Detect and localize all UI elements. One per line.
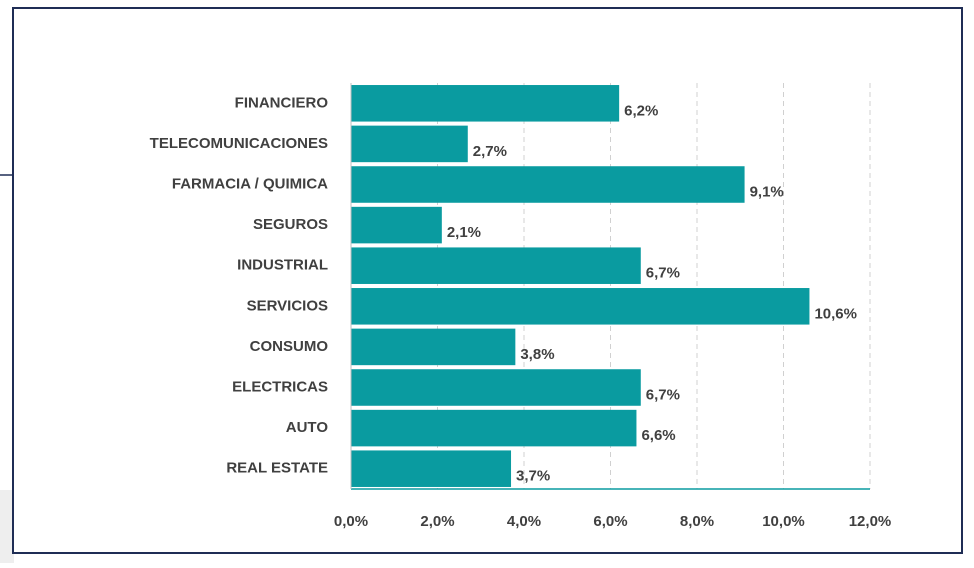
background-panel [0,490,14,563]
bar [351,247,641,284]
bar [351,328,516,366]
bar [351,85,620,122]
x-tick-label: 0,0% [334,513,368,530]
value-label: 6,2% [624,102,658,119]
value-label: 6,7% [646,386,680,403]
value-label: 2,7% [473,143,507,160]
y-tick-label: ELECTRICAS [232,378,328,395]
bar [351,125,468,163]
y-tick-label: FARMACIA / QUIMICA [172,175,328,192]
y-tick-label: INDUSTRIAL [237,257,328,274]
y-tick-label: FINANCIERO [235,94,329,111]
y-tick-label: SEGUROS [253,216,328,233]
bar [351,288,810,325]
y-tick-label: AUTO [286,419,329,436]
x-tick-label: 8,0% [680,513,714,530]
bar [351,409,637,447]
x-tick-label: 6,0% [593,513,627,530]
x-tick-label: 2,0% [420,513,454,530]
y-tick-label: TELECOMUNICACIONES [150,135,328,152]
y-tick-label: REAL ESTATE [226,460,328,477]
y-tick-label: CONSUMO [250,338,329,355]
x-tick-label: 10,0% [762,513,805,530]
x-tick-label: 12,0% [849,513,892,530]
value-label: 2,1% [447,224,481,241]
value-label: 10,6% [814,305,857,322]
bar [351,166,745,203]
y-tick-label: SERVICIOS [247,297,328,314]
value-label: 3,7% [516,468,550,485]
bar [351,450,512,487]
bar [351,206,442,244]
value-label: 6,7% [646,265,680,282]
value-label: 9,1% [750,183,784,200]
value-label: 6,6% [641,427,675,444]
x-tick-label: 4,0% [507,513,541,530]
value-label: 3,8% [520,346,554,363]
bar [351,369,641,406]
